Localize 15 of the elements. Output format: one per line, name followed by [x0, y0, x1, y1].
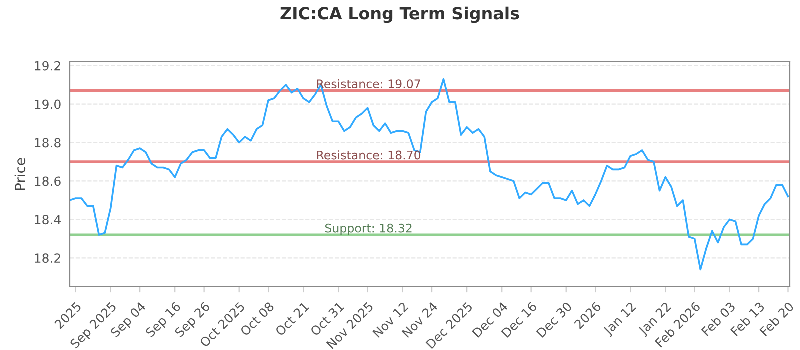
ref-line-label: Resistance: 19.07: [317, 79, 420, 89]
y-tick-label: 19.2: [35, 61, 60, 71]
y-tick-label: 18.6: [35, 176, 61, 186]
ref-line-label: Support: 18.32: [325, 224, 412, 236]
ref-line-label: Resistance: 18.70: [317, 150, 421, 160]
x-tick-label: Jan 12: [602, 302, 638, 338]
y-tick-label: 18.8: [35, 138, 61, 148]
y-tick-label: 19.0: [35, 100, 61, 110]
chart-title: ZIC:CA Long Term Signals: [280, 6, 520, 24]
y-axis-title: Price: [14, 158, 26, 190]
line-series: [70, 78, 790, 271]
y-tick-label: 18.2: [35, 254, 60, 264]
x-tick-label: Oct 21: [274, 302, 310, 337]
y-tick-label: 18.4: [35, 215, 61, 225]
x-tick-label: Dec 30: [536, 302, 573, 338]
